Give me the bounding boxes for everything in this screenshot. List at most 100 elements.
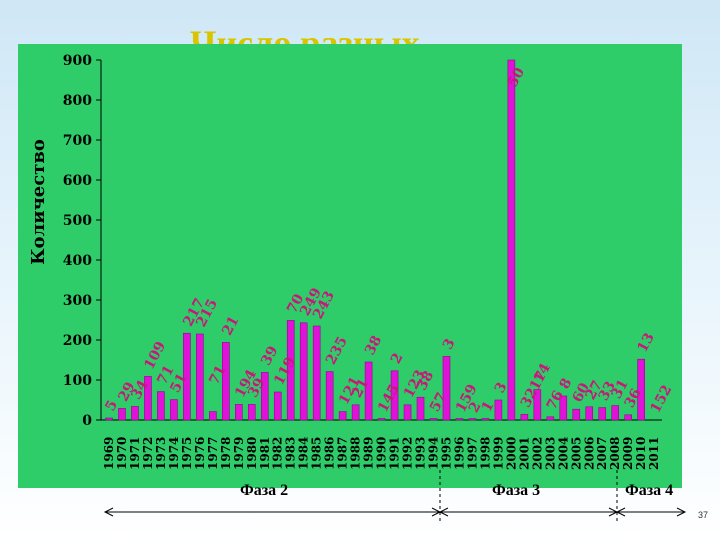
bar bbox=[572, 408, 581, 421]
bar bbox=[131, 406, 139, 421]
bar bbox=[209, 411, 217, 421]
x-tick-label: 1973 bbox=[154, 437, 168, 470]
bar bbox=[235, 404, 243, 421]
bar bbox=[286, 320, 295, 421]
x-tick-label: 1998 bbox=[478, 437, 492, 470]
bar bbox=[624, 414, 633, 421]
bar bbox=[260, 372, 269, 421]
bar bbox=[494, 399, 503, 421]
bar-value-label: 38 bbox=[362, 333, 385, 358]
x-tick-label: 2004 bbox=[556, 437, 570, 470]
y-tick-label: 300 bbox=[63, 293, 92, 309]
bar-value-label: 13 bbox=[635, 330, 658, 355]
y-tick-label: 700 bbox=[63, 133, 92, 149]
bar bbox=[468, 418, 477, 421]
x-tick-label: 2001 bbox=[517, 437, 531, 470]
arrow-right-icon bbox=[676, 507, 687, 517]
x-tick-labels: 1969197019711972197319741975197619771978… bbox=[102, 437, 661, 470]
x-tick-label: 2006 bbox=[582, 437, 596, 470]
x-tick-label: 1983 bbox=[284, 437, 298, 470]
y-axis-label: Количество bbox=[28, 139, 49, 265]
bar bbox=[183, 332, 191, 421]
x-tick-label: 1995 bbox=[439, 437, 453, 470]
x-tick-label: 1991 bbox=[388, 437, 402, 470]
bar bbox=[222, 342, 230, 421]
y-tick-label: 0 bbox=[82, 413, 92, 429]
bar bbox=[364, 361, 373, 421]
x-tick-label: 1993 bbox=[414, 437, 428, 470]
x-tick-label: 1987 bbox=[336, 437, 350, 470]
y-tick-label: 900 bbox=[63, 53, 92, 69]
bar bbox=[351, 404, 360, 421]
x-tick-label: 1999 bbox=[491, 437, 505, 470]
bar bbox=[429, 418, 438, 421]
x-tick-label: 1969 bbox=[102, 437, 116, 470]
phase-brackets bbox=[103, 470, 687, 522]
bar bbox=[299, 322, 308, 421]
bar bbox=[312, 325, 321, 421]
x-tick-label: 1994 bbox=[427, 437, 441, 470]
bar-value-label: 21 bbox=[219, 314, 242, 339]
x-tick-label: 2000 bbox=[504, 437, 518, 470]
bar bbox=[585, 406, 594, 421]
bar-value-label: 152 bbox=[648, 383, 676, 416]
x-tick-label: 2002 bbox=[530, 437, 544, 470]
slide-number: 37 bbox=[697, 510, 708, 520]
x-tick-label: 1976 bbox=[193, 437, 207, 470]
bar bbox=[481, 418, 490, 421]
x-tick-label: 1974 bbox=[167, 437, 181, 470]
bar-value-label: 8 bbox=[557, 376, 576, 392]
x-tick-label: 1988 bbox=[349, 437, 363, 470]
y-tick-label: 400 bbox=[63, 253, 92, 269]
y-tick-label: 800 bbox=[63, 93, 92, 109]
bar bbox=[247, 404, 256, 421]
x-tick-label: 2005 bbox=[569, 437, 583, 470]
x-tick-label: 1986 bbox=[323, 437, 337, 470]
x-tick-label: 2011 bbox=[647, 437, 661, 470]
bar bbox=[390, 370, 399, 421]
bar bbox=[546, 416, 555, 421]
x-tick-label: 1977 bbox=[206, 437, 220, 470]
x-tick-label: 1975 bbox=[180, 437, 194, 470]
x-tick-label: 1996 bbox=[452, 437, 466, 470]
bar bbox=[377, 418, 386, 421]
bar bbox=[442, 356, 451, 421]
bar bbox=[338, 411, 347, 421]
bar bbox=[533, 389, 542, 421]
bars bbox=[105, 59, 645, 421]
bar bbox=[105, 417, 113, 421]
bar-value-label: 39 bbox=[258, 344, 281, 369]
bar bbox=[611, 405, 620, 421]
x-tick-label: 2007 bbox=[595, 437, 609, 470]
bar bbox=[507, 59, 516, 421]
x-tick-label: 1990 bbox=[375, 437, 389, 470]
bar bbox=[520, 414, 529, 421]
x-tick-label: 1997 bbox=[465, 437, 479, 470]
x-tick-label: 2009 bbox=[621, 437, 635, 470]
x-tick-label: 1989 bbox=[362, 437, 376, 470]
y-axis: 0 100 200 300 400 500 600 700 800 900 bbox=[63, 53, 662, 429]
bar bbox=[403, 404, 412, 421]
y-tick-label: 200 bbox=[63, 333, 92, 349]
phase-4-label: Фаза 4 bbox=[625, 482, 674, 499]
bar bbox=[416, 396, 425, 421]
bar bbox=[144, 376, 152, 421]
x-tick-label: 1979 bbox=[232, 437, 246, 470]
phase-2-label: Фаза 2 bbox=[240, 482, 289, 499]
x-tick-label: 1992 bbox=[401, 437, 415, 470]
bar-value-label: 3 bbox=[440, 336, 459, 352]
x-tick-label: 2003 bbox=[543, 437, 557, 470]
bar bbox=[196, 333, 204, 421]
x-tick-label: 1982 bbox=[271, 437, 285, 470]
y-tick-label: 600 bbox=[63, 173, 92, 189]
x-tick-label: 1980 bbox=[245, 437, 259, 470]
x-tick-label: 2008 bbox=[608, 437, 622, 470]
x-tick-label: 1972 bbox=[141, 437, 155, 470]
y-tick-label: 100 bbox=[63, 373, 92, 389]
x-tick-label: 1970 bbox=[115, 437, 129, 470]
bar bbox=[157, 391, 165, 421]
bar-value-label: 145 bbox=[375, 382, 403, 415]
phase-3-label: Фаза 3 bbox=[492, 482, 541, 499]
bar-value-label: 235 bbox=[323, 334, 351, 367]
